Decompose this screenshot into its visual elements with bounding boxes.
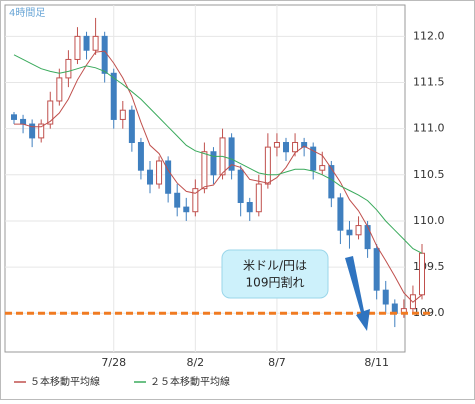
x-tick-label: 8/7 (268, 356, 286, 369)
chart-title: 4時間足 (9, 7, 45, 19)
candle-body (310, 146, 317, 171)
candle-body (11, 114, 17, 120)
candle-body (237, 169, 244, 203)
candle-body (319, 165, 326, 171)
candle-body (337, 197, 344, 231)
y-tick-label: 110.5 (413, 168, 445, 181)
candle-body (346, 229, 353, 236)
legend-label: ２５本移動平均線 (150, 375, 230, 388)
candle-body (56, 77, 63, 102)
candle-body (183, 206, 190, 213)
candle-body (156, 160, 163, 185)
candle-body (210, 151, 217, 176)
x-tick-label: 8/2 (186, 356, 204, 369)
candle-body (192, 188, 199, 213)
candle-body (20, 118, 27, 125)
callout-box (221, 249, 329, 299)
x-tick-label: 7/28 (101, 356, 126, 369)
candle-body (355, 225, 362, 236)
moving-average-line (14, 50, 423, 303)
candle-body (137, 142, 144, 171)
candle-body (255, 183, 262, 213)
candle-body (201, 151, 208, 190)
candle-body (174, 192, 181, 208)
candle-body (47, 100, 54, 125)
candle-body (147, 169, 153, 185)
callout-text: 米ドル/円は (243, 259, 307, 273)
candle-body (292, 142, 299, 153)
candle-body (228, 137, 235, 171)
candle-body (264, 146, 271, 185)
y-tick-label: 110.0 (413, 214, 445, 227)
candle-body (373, 248, 380, 291)
candle-body (92, 35, 99, 51)
y-tick-label: 111.5 (413, 76, 445, 89)
y-tick-label: 109.5 (413, 260, 445, 273)
candle-body (119, 109, 126, 120)
candle-body (74, 35, 81, 60)
candle-body (364, 225, 371, 250)
candle-body (65, 58, 72, 79)
candle-body (273, 142, 280, 148)
candle-body (110, 72, 117, 120)
candle-body (283, 142, 289, 153)
candle-body (83, 35, 90, 51)
candle-body (165, 160, 172, 194)
x-tick-label: 8/11 (364, 356, 389, 369)
candle-body (382, 289, 389, 305)
y-tick-label: 112.0 (413, 29, 445, 42)
candle-body (419, 252, 425, 296)
candle-body (38, 123, 45, 139)
candle-body (101, 35, 108, 74)
arrow (345, 256, 370, 331)
legend-label: ５本移動平均線 (30, 375, 100, 388)
candle-body (301, 142, 308, 148)
candle-body (29, 123, 36, 139)
candle-body (128, 109, 135, 144)
callout-text: 109円割れ (246, 275, 305, 290)
y-tick-label: 111.0 (413, 122, 445, 135)
moving-average-line (13, 54, 423, 254)
candle-body (246, 201, 253, 213)
